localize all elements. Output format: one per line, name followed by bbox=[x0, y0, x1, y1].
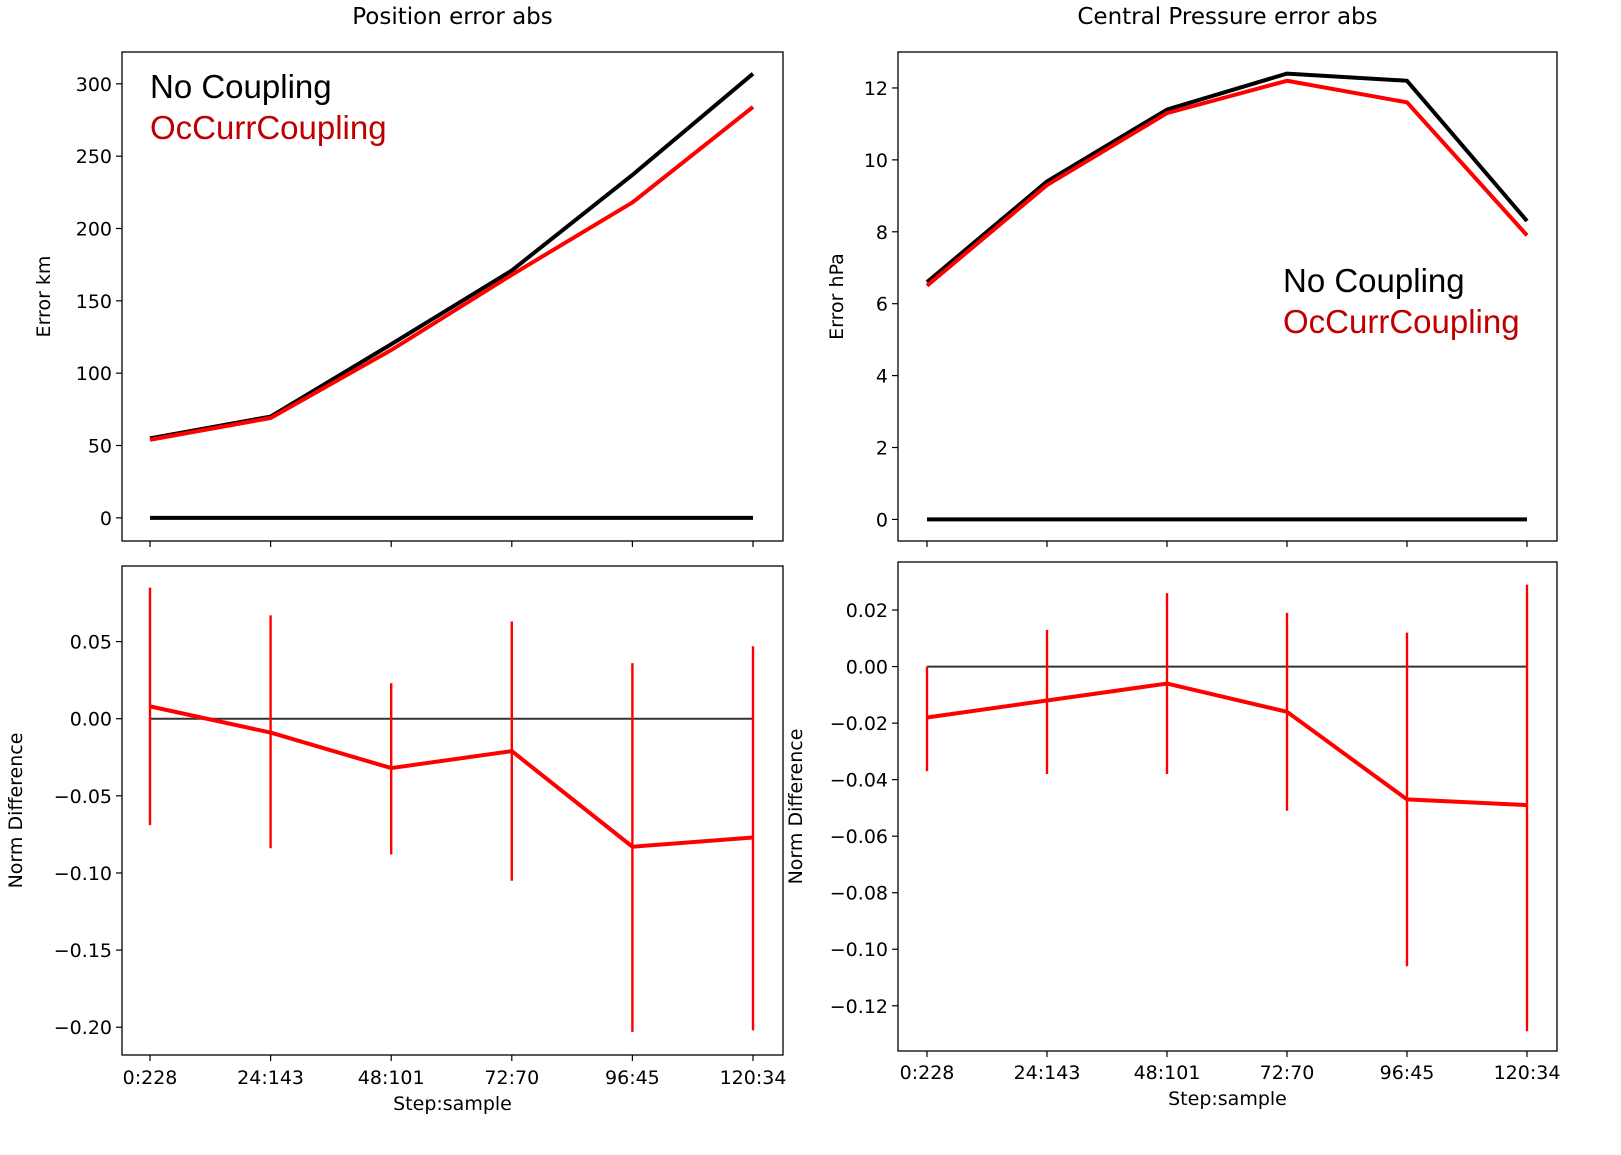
y-tick-label: 0.02 bbox=[846, 600, 888, 622]
series-no-coupling-line bbox=[925, 71, 1529, 284]
y-axis-label: Norm Difference bbox=[785, 729, 807, 885]
x-tick-label: 96:45 bbox=[605, 1067, 660, 1089]
chart-title: Central Pressure error abs bbox=[1077, 4, 1377, 30]
y-tick-label: 0 bbox=[876, 509, 888, 531]
x-tick-label: 120:34 bbox=[1494, 1062, 1561, 1084]
y-tick-label: 4 bbox=[876, 366, 888, 388]
plot-frame bbox=[897, 561, 1558, 1052]
series-occurrcoupling-line bbox=[149, 105, 755, 442]
y-tick-label: −0.08 bbox=[830, 883, 888, 905]
y-tick-label: −0.15 bbox=[54, 940, 112, 962]
x-axis-label: Step:sample bbox=[1168, 1088, 1287, 1110]
y-tick-label: 12 bbox=[864, 78, 888, 100]
plot-frame bbox=[121, 51, 784, 542]
x-tick-label: 120:34 bbox=[720, 1067, 787, 1089]
x-tick-label: 72:70 bbox=[484, 1067, 539, 1089]
x-tick-label: 96:45 bbox=[1380, 1062, 1435, 1084]
y-axis-label: Error hPa bbox=[826, 253, 848, 340]
x-tick-label: 72:70 bbox=[1260, 1062, 1315, 1084]
y-tick-label: 2 bbox=[876, 438, 888, 460]
series-1-line bbox=[926, 681, 1528, 808]
chart-title: Position error abs bbox=[352, 4, 553, 30]
x-tick-label: 24:143 bbox=[237, 1067, 304, 1089]
series-1-line bbox=[149, 704, 754, 849]
y-axis-label: Norm Difference bbox=[5, 733, 27, 889]
y-tick-label: −0.04 bbox=[830, 770, 888, 792]
legend-entry: OcCurrCoupling bbox=[1283, 303, 1520, 340]
y-tick-label: 8 bbox=[876, 222, 888, 244]
series-occurrcoupling-line bbox=[925, 78, 1529, 288]
plot-frame bbox=[897, 51, 1558, 542]
y-tick-label: −0.05 bbox=[54, 786, 112, 808]
legend-entry: OcCurrCoupling bbox=[150, 109, 387, 146]
y-axis-label: Error km bbox=[33, 256, 55, 338]
y-tick-label: −0.10 bbox=[54, 863, 112, 885]
y-tick-label: 50 bbox=[88, 436, 112, 458]
y-tick-label: 200 bbox=[76, 219, 112, 241]
x-tick-label: 48:101 bbox=[358, 1067, 425, 1089]
panel-3: Norm Difference −0.20 −0.15 −0.10 −0.05 0.00 0… bbox=[5, 565, 787, 1115]
panel-1: Position error abs Error km 0 50 100 150 200 25… bbox=[33, 4, 784, 547]
y-tick-label: 0 bbox=[100, 508, 112, 530]
x-tick-label: 48:101 bbox=[1134, 1062, 1201, 1084]
x-tick-label: 0:228 bbox=[123, 1067, 178, 1089]
panel-2: Central Pressure error abs Error hPa 0 2 4 6 8… bbox=[826, 4, 1558, 547]
x-axis-label: Step:sample bbox=[393, 1093, 512, 1115]
y-tick-label: 0.05 bbox=[70, 632, 112, 654]
y-tick-label: −0.12 bbox=[830, 996, 888, 1018]
y-tick-label: 0.00 bbox=[70, 709, 112, 731]
y-tick-label: −0.02 bbox=[830, 713, 888, 735]
y-tick-label: −0.10 bbox=[830, 939, 888, 961]
y-tick-label: 6 bbox=[876, 294, 888, 316]
y-tick-label: 10 bbox=[864, 150, 888, 172]
y-tick-label: 100 bbox=[76, 363, 112, 385]
legend-entry: No Coupling bbox=[1283, 262, 1465, 299]
legend-entry: No Coupling bbox=[150, 68, 332, 105]
y-tick-label: 150 bbox=[76, 291, 112, 313]
x-tick-label: 0:228 bbox=[900, 1062, 955, 1084]
plot-frame bbox=[121, 565, 784, 1056]
y-tick-label: 250 bbox=[76, 146, 112, 168]
y-tick-label: 300 bbox=[76, 74, 112, 96]
y-tick-label: 0.00 bbox=[846, 657, 888, 679]
y-tick-label: −0.20 bbox=[54, 1017, 112, 1039]
x-tick-label: 24:143 bbox=[1014, 1062, 1081, 1084]
panel-4: Norm Difference −0.12 −0.10 −0.08 −0.06 −0.04… bbox=[785, 561, 1561, 1110]
y-tick-label: −0.06 bbox=[830, 826, 888, 848]
